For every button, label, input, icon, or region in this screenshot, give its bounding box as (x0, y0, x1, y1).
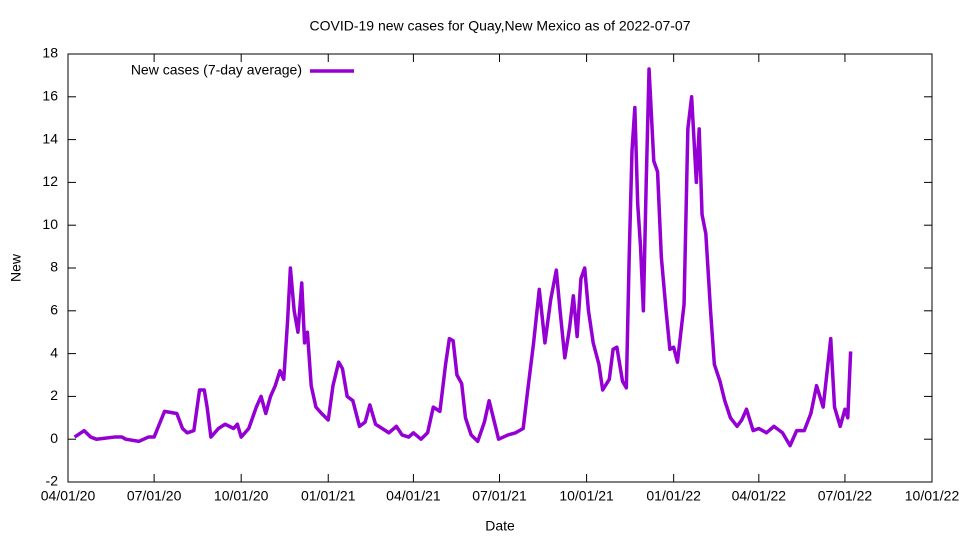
plot-frame (67, 53, 933, 483)
y-tick-label: 8 (50, 259, 58, 275)
legend-label: New cases (7-day average) (131, 62, 302, 78)
y-tick-label: -2 (46, 473, 59, 489)
x-tick-label: 04/01/22 (732, 488, 787, 504)
series-line (73, 67, 853, 448)
x-tick-label: 07/01/21 (472, 488, 527, 504)
x-tick-label: 07/01/20 (127, 488, 182, 504)
y-tick-label: 10 (42, 216, 58, 232)
y-tick-label: 4 (50, 344, 58, 360)
y-tick-label: 18 (42, 45, 58, 61)
x-tick-label: 04/01/20 (41, 488, 96, 504)
x-tick-label: 04/01/21 (386, 488, 441, 504)
x-tick-label: 10/01/20 (214, 488, 269, 504)
y-axis-label: New (8, 253, 24, 282)
x-tick-label: 07/01/22 (818, 488, 873, 504)
chart-title: COVID-19 new cases for Quay,New Mexico a… (309, 18, 690, 34)
y-tick-label: 14 (42, 130, 58, 146)
x-tick-label: 10/01/22 (905, 488, 960, 504)
y-tick-label: 6 (50, 302, 58, 318)
y-tick-label: 16 (42, 88, 58, 104)
y-tick-label: 2 (50, 387, 58, 403)
x-axis-label: Date (485, 518, 515, 534)
y-tick-label: 12 (42, 173, 58, 189)
x-tick-label: 01/01/21 (301, 488, 356, 504)
y-tick-label: 0 (50, 430, 58, 446)
x-tick-label: 10/01/21 (559, 488, 614, 504)
x-tick-label: 01/01/22 (646, 488, 701, 504)
